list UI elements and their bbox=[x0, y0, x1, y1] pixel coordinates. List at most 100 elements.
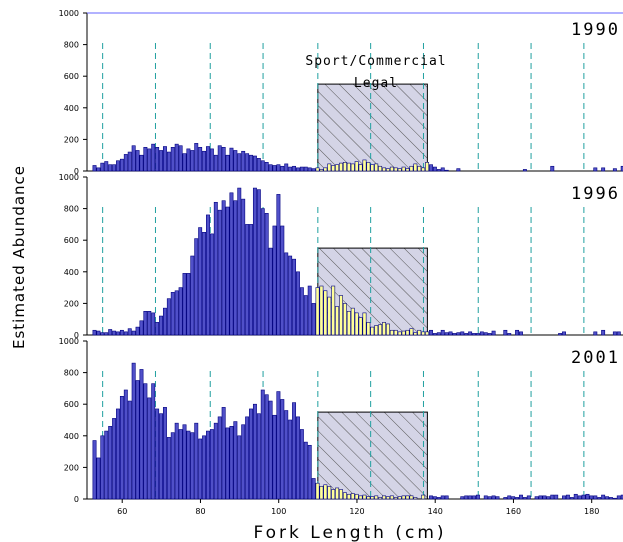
bar bbox=[429, 495, 433, 500]
bar bbox=[616, 495, 621, 500]
bar bbox=[182, 153, 187, 172]
bar bbox=[401, 330, 406, 336]
bar bbox=[159, 413, 163, 500]
bar bbox=[339, 295, 343, 336]
y-tick-label: 600 bbox=[64, 400, 79, 409]
y-tick-label: 1000 bbox=[59, 337, 79, 346]
bar bbox=[432, 333, 437, 336]
bar bbox=[444, 332, 449, 336]
x-axis-title: Fork Length (cm) bbox=[253, 523, 446, 542]
bar bbox=[358, 317, 363, 336]
bar bbox=[198, 147, 203, 172]
bar bbox=[413, 332, 418, 336]
bar bbox=[221, 407, 226, 500]
bar bbox=[389, 495, 394, 500]
bar bbox=[186, 273, 191, 336]
bar bbox=[374, 495, 379, 500]
bar bbox=[362, 159, 367, 172]
bar bbox=[519, 331, 523, 336]
bar bbox=[307, 285, 312, 336]
bar bbox=[491, 495, 496, 500]
bar bbox=[612, 168, 617, 172]
bar bbox=[601, 167, 606, 172]
bar bbox=[491, 330, 496, 336]
bar bbox=[256, 413, 261, 500]
bar bbox=[421, 167, 426, 172]
bar bbox=[436, 497, 441, 500]
bar bbox=[280, 165, 285, 172]
bar bbox=[299, 429, 304, 500]
bar bbox=[123, 389, 128, 500]
bar bbox=[264, 394, 269, 500]
bar bbox=[229, 426, 234, 500]
bar bbox=[159, 150, 163, 172]
bar bbox=[323, 167, 328, 172]
bar bbox=[327, 163, 332, 172]
bar bbox=[245, 224, 250, 336]
bar bbox=[311, 478, 316, 500]
bar bbox=[174, 422, 179, 500]
x-tick-label: 60 bbox=[117, 507, 127, 516]
bar bbox=[303, 166, 308, 172]
bar bbox=[382, 167, 386, 172]
y-tick-label: 400 bbox=[64, 104, 79, 113]
y-tick-label: 600 bbox=[64, 236, 79, 245]
bar bbox=[350, 163, 355, 172]
bar bbox=[131, 362, 136, 500]
bar bbox=[92, 440, 97, 500]
bar bbox=[562, 495, 566, 500]
bar bbox=[327, 296, 332, 336]
bar bbox=[456, 332, 461, 336]
bar bbox=[296, 167, 300, 172]
bar bbox=[515, 329, 520, 336]
bar bbox=[385, 323, 390, 336]
bar bbox=[280, 399, 285, 500]
bar bbox=[112, 418, 117, 500]
bar bbox=[303, 441, 308, 500]
bar bbox=[538, 495, 543, 500]
bar bbox=[252, 155, 257, 172]
bar bbox=[378, 324, 383, 336]
bar bbox=[444, 495, 449, 500]
bar bbox=[272, 225, 277, 336]
bar bbox=[221, 147, 226, 172]
bar bbox=[335, 487, 340, 500]
panel-year-label: 1996 bbox=[571, 184, 620, 204]
y-tick-label: 800 bbox=[64, 41, 79, 50]
bar bbox=[382, 322, 386, 336]
bar bbox=[237, 435, 242, 500]
bar bbox=[460, 331, 465, 336]
x-tick-label: 80 bbox=[195, 507, 205, 516]
bar bbox=[550, 165, 555, 172]
bar bbox=[190, 150, 195, 172]
bar bbox=[194, 422, 199, 500]
bar bbox=[401, 495, 406, 500]
bar bbox=[135, 326, 140, 336]
bar bbox=[597, 497, 602, 500]
bar bbox=[581, 494, 586, 500]
bar bbox=[421, 494, 426, 500]
bar bbox=[429, 164, 433, 172]
bar bbox=[288, 255, 293, 336]
bar bbox=[429, 329, 433, 336]
bar bbox=[456, 168, 461, 172]
bar bbox=[468, 495, 473, 500]
legal-label-line1: Sport/Commercial bbox=[305, 54, 446, 69]
bar bbox=[127, 151, 132, 172]
bar bbox=[593, 331, 598, 336]
bar bbox=[331, 165, 336, 172]
bar bbox=[366, 322, 371, 336]
bar bbox=[464, 333, 469, 336]
bar bbox=[374, 163, 379, 172]
bar bbox=[405, 168, 410, 172]
bar bbox=[151, 143, 156, 172]
bar bbox=[162, 407, 167, 500]
bar bbox=[202, 435, 207, 500]
bar bbox=[194, 143, 199, 172]
bar bbox=[405, 495, 410, 500]
bar bbox=[170, 147, 175, 172]
bar bbox=[233, 150, 238, 172]
bar bbox=[409, 165, 414, 172]
bar bbox=[170, 292, 175, 336]
bar bbox=[178, 145, 183, 172]
